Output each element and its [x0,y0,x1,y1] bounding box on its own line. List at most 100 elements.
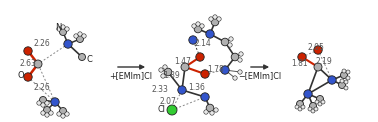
Circle shape [321,100,325,104]
Circle shape [301,105,305,109]
Circle shape [204,110,208,114]
Circle shape [346,70,350,74]
Circle shape [196,53,204,61]
Circle shape [318,102,322,106]
Text: C: C [86,55,92,63]
Circle shape [341,71,347,78]
Circle shape [161,74,165,78]
Circle shape [45,113,49,117]
Text: O: O [18,71,24,80]
Circle shape [200,24,204,28]
Circle shape [314,63,322,71]
Circle shape [311,109,315,113]
Circle shape [196,22,200,26]
Circle shape [346,76,350,80]
Text: 2.19: 2.19 [316,57,332,66]
Circle shape [61,114,65,118]
Circle shape [37,101,41,105]
Circle shape [39,97,46,103]
Circle shape [206,104,214,112]
Text: 2.33: 2.33 [152,86,169,95]
Circle shape [159,68,163,72]
Circle shape [79,54,85,61]
Circle shape [221,66,229,74]
Circle shape [340,79,344,83]
Circle shape [210,111,214,115]
Text: Cl: Cl [157,106,165,115]
Circle shape [24,47,32,55]
Circle shape [181,63,189,71]
Circle shape [41,111,45,115]
Text: 2.14: 2.14 [195,40,211,49]
Circle shape [164,68,172,76]
Text: 2.63: 2.63 [20,60,36,68]
Text: 1.89: 1.89 [164,71,180,81]
Circle shape [201,93,209,101]
Text: N: N [55,24,61,32]
Circle shape [206,30,214,38]
Circle shape [178,86,186,94]
Circle shape [194,25,202,33]
Circle shape [167,105,177,115]
Text: 2.05: 2.05 [308,44,324,52]
Circle shape [49,111,53,115]
Circle shape [316,96,324,102]
Text: 2.26: 2.26 [34,82,50,92]
Circle shape [57,27,61,31]
Circle shape [76,36,84,42]
Circle shape [344,80,348,84]
Circle shape [64,40,72,48]
Circle shape [74,34,78,38]
Text: +[EMIm]Cl: +[EMIm]Cl [110,71,152,81]
Circle shape [24,73,32,81]
Circle shape [238,58,242,62]
Circle shape [201,70,209,78]
Circle shape [45,101,49,105]
Circle shape [51,98,59,106]
Text: 2.26: 2.26 [34,40,50,49]
Circle shape [217,17,221,21]
Text: 1.81: 1.81 [292,60,308,68]
Text: 1.47: 1.47 [175,56,191,66]
Circle shape [82,34,86,38]
Circle shape [192,24,196,28]
Circle shape [229,37,233,41]
Circle shape [231,53,239,61]
Circle shape [209,17,213,21]
Circle shape [310,102,316,110]
Circle shape [41,103,45,107]
Circle shape [238,70,242,74]
Text: 1.36: 1.36 [189,83,205,92]
Circle shape [328,76,336,84]
Circle shape [308,107,312,111]
Circle shape [189,36,197,44]
Circle shape [239,52,243,56]
Circle shape [344,86,348,90]
Circle shape [221,38,229,46]
Circle shape [295,105,299,109]
Circle shape [228,43,232,47]
Circle shape [34,60,42,68]
Circle shape [314,107,318,111]
Circle shape [163,65,167,69]
Circle shape [65,112,69,116]
Text: −[EMIm]Cl: −[EMIm]Cl [239,71,282,81]
Circle shape [214,108,218,112]
Circle shape [211,18,219,26]
Circle shape [296,101,304,107]
Circle shape [342,69,346,73]
Circle shape [339,81,345,88]
Circle shape [233,76,237,80]
Circle shape [298,107,302,111]
Circle shape [213,15,217,19]
Circle shape [57,112,61,116]
Circle shape [78,32,82,36]
Circle shape [65,27,69,31]
Circle shape [315,100,319,104]
Circle shape [304,90,312,98]
Circle shape [59,29,67,36]
Text: 2.07: 2.07 [160,97,177,107]
Circle shape [59,107,67,115]
Circle shape [61,25,65,29]
Circle shape [314,46,322,54]
